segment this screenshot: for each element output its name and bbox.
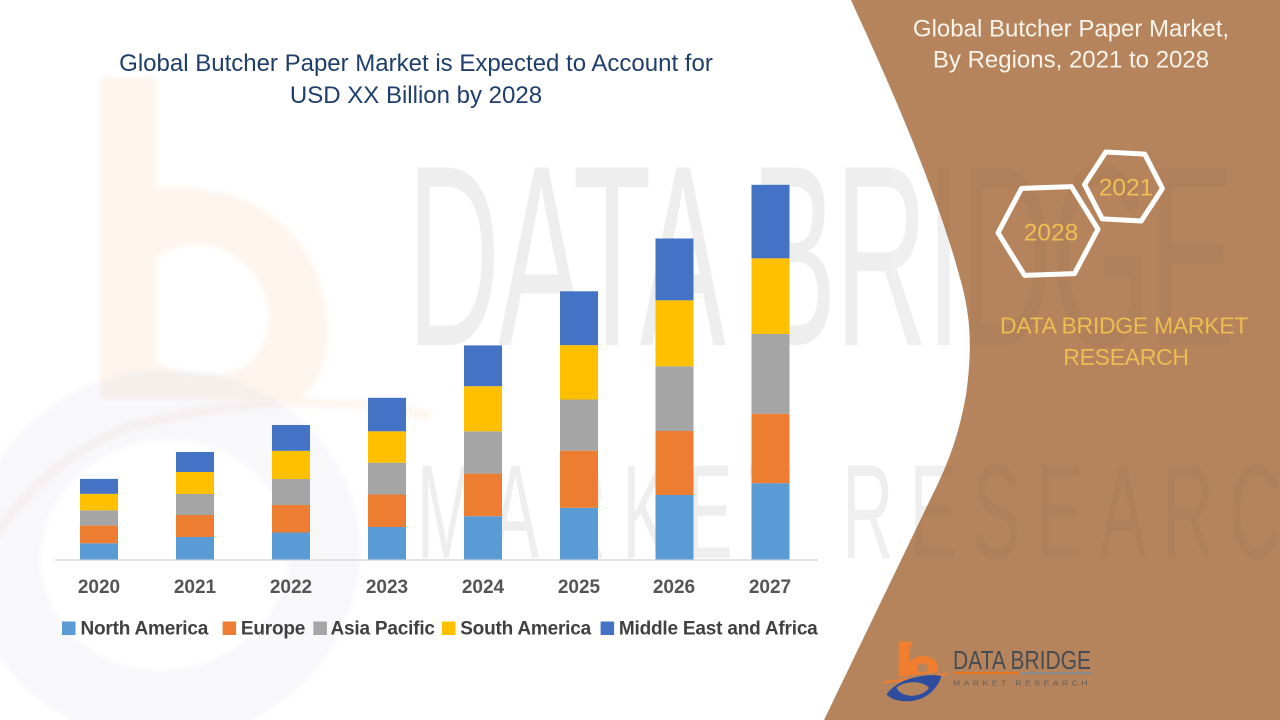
svg-text:South America: South America: [460, 619, 591, 640]
svg-text:2021: 2021: [1099, 175, 1154, 202]
svg-text:2025: 2025: [558, 577, 601, 598]
svg-text:By Regions, 2021 to 2028: By Regions, 2021 to 2028: [933, 47, 1209, 74]
svg-text:DATA BRIDGE: DATA BRIDGE: [953, 645, 1091, 675]
svg-text:USD XX Billion by 2028: USD XX Billion by 2028: [290, 82, 542, 109]
svg-text:2021: 2021: [174, 577, 217, 598]
svg-text:Global Butcher Paper Market is: Global Butcher Paper Market is Expected …: [119, 50, 713, 77]
svg-text:RESEARCH: RESEARCH: [1063, 344, 1188, 370]
svg-text:2023: 2023: [366, 577, 408, 598]
svg-text:North America: North America: [81, 619, 209, 640]
svg-text:2027: 2027: [749, 577, 791, 598]
svg-text:MARKET RESEARCH: MARKET RESEARCH: [953, 679, 1091, 688]
svg-text:Asia Pacific: Asia Pacific: [331, 619, 436, 640]
svg-text:Global Butcher Paper Market,: Global Butcher Paper Market,: [913, 16, 1229, 43]
svg-text:2026: 2026: [653, 577, 695, 598]
svg-text:2020: 2020: [78, 577, 120, 598]
svg-text:DATA BRIDGE: DATA BRIDGE: [407, 112, 1233, 400]
svg-text:Europe: Europe: [241, 619, 305, 640]
svg-text:2022: 2022: [270, 577, 312, 598]
svg-text:2028: 2028: [1024, 220, 1079, 247]
svg-text:2024: 2024: [462, 577, 505, 598]
svg-text:DATA BRIDGE MARKET: DATA BRIDGE MARKET: [1000, 313, 1248, 339]
svg-text:Middle East and Africa: Middle East and Africa: [619, 619, 818, 640]
